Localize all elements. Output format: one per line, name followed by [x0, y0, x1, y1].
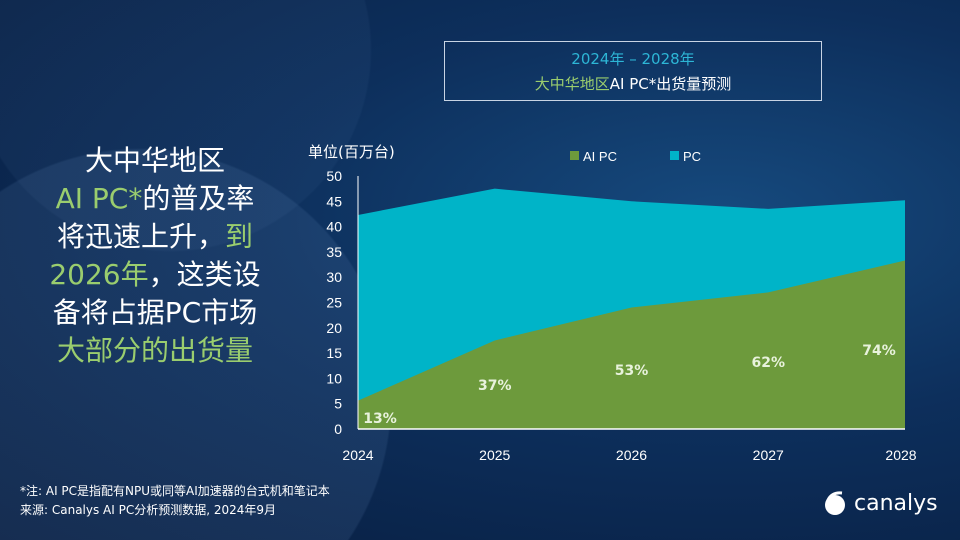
headline-highlight: 2026年	[49, 258, 149, 291]
footer: *注: AI PC是指配有NPU或同等AI加速器的台式机和笔记本 来源: Can…	[20, 482, 540, 520]
y-tick-label: 5	[334, 396, 342, 412]
x-tick-label: 2024	[342, 447, 373, 463]
data-label: 13%	[363, 411, 397, 427]
y-tick-label: 10	[326, 370, 342, 386]
legend-label: AI PC	[583, 149, 617, 164]
x-tick-label: 2028	[885, 447, 916, 463]
area-ai-pc	[358, 260, 905, 429]
data-label: 53%	[615, 363, 649, 379]
x-tick-label: 2025	[479, 447, 510, 463]
y-tick-label: 30	[326, 269, 342, 285]
data-label: 74%	[862, 343, 896, 359]
logo-text: canalys	[854, 490, 938, 516]
legend-swatch	[570, 151, 579, 160]
headline: 大中华地区 AI PC*的普及率 将迅速上升，到 2026年，这类设 备将占据P…	[20, 142, 290, 370]
x-tick-label: 2026	[616, 447, 647, 463]
y-axis-label: 单位(百万台)	[308, 143, 395, 161]
y-tick-label: 45	[326, 193, 342, 209]
legend-swatch	[670, 151, 679, 160]
headline-line: 的普及率	[142, 182, 255, 215]
y-tick-label: 35	[326, 244, 342, 260]
canalys-logo: canalys	[822, 490, 942, 516]
headline-highlight: 大部分的出货量	[56, 334, 253, 367]
legend-label: PC	[683, 149, 701, 164]
chart-title-region: 大中华地区	[534, 75, 610, 93]
y-tick-label: 20	[326, 320, 342, 336]
y-tick-label: 50	[326, 168, 342, 184]
chart-title-box: 2024年 – 2028年 大中华地区AI PC*出货量预测	[444, 41, 822, 101]
footnote: *注: AI PC是指配有NPU或同等AI加速器的台式机和笔记本	[20, 484, 330, 498]
y-tick-label: 40	[326, 219, 342, 235]
headline-line: 备将占据PC市场	[52, 296, 258, 329]
headline-line: 大中华地区	[84, 144, 225, 177]
data-label: 62%	[751, 355, 785, 371]
y-tick-label: 15	[326, 345, 342, 361]
headline-highlight: 到	[225, 220, 254, 253]
y-tick-label: 25	[326, 295, 342, 311]
headline-line: 将迅速上升，	[56, 220, 225, 253]
x-tick-label: 2027	[753, 447, 784, 463]
chart-title: AI PC*出货量预测	[609, 75, 732, 93]
y-tick-label: 0	[334, 421, 342, 437]
source-note: 来源: Canalys AI PC分析预测数据, 2024年9月	[20, 503, 277, 517]
headline-line: ，这类设	[148, 258, 261, 291]
headline-highlight: AI PC*	[55, 182, 143, 215]
canalys-logo-icon	[825, 491, 845, 515]
chart-title-years: 2024年 – 2028年	[571, 50, 695, 68]
data-label: 37%	[478, 378, 512, 394]
